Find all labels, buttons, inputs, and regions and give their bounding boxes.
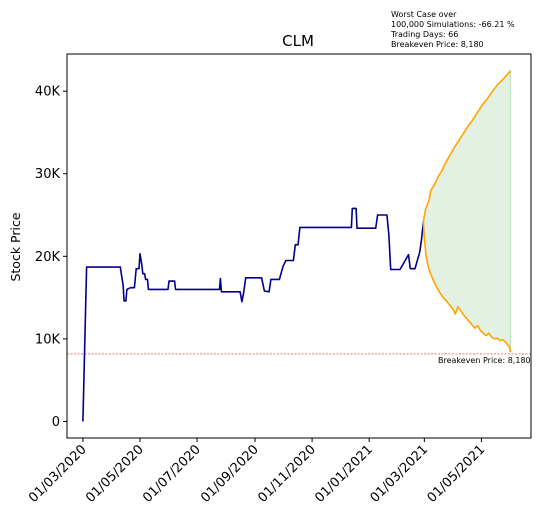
price-history-line (82, 207, 425, 422)
y-tick-label: 40K (35, 85, 61, 100)
plot-area (67, 70, 531, 422)
info-line: 100,000 Simulations: -66.21 % (391, 20, 515, 29)
y-tick-label: 10K (35, 332, 61, 347)
info-line: Breakeven Price: 8,180 (391, 40, 484, 49)
x-tick-label: 01/03/2021 (368, 442, 432, 506)
y-tick-label: 0 (52, 415, 60, 430)
info-line: Worst Case over (391, 10, 457, 19)
y-axis: 0 10K 20K 30K 40K (35, 85, 67, 430)
x-tick-label: 01/11/2020 (255, 442, 319, 506)
best-case-projection-line (422, 70, 512, 222)
y-tick-label: 30K (35, 167, 61, 182)
x-tick-label: 01/09/2020 (198, 442, 262, 506)
x-tick-label: 01/03/2020 (26, 442, 90, 506)
x-tick-label: 01/05/2021 (425, 442, 489, 506)
info-box: Worst Case over 100,000 Simulations: -66… (390, 10, 515, 49)
x-tick-label: 01/01/2021 (312, 442, 376, 506)
x-axis: 01/03/202001/05/202001/07/202001/09/2020… (26, 438, 488, 506)
breakeven-label: Breakeven Price: 8,180 (438, 356, 531, 365)
plot-frame (66, 53, 532, 439)
worst-case-projection-line (422, 221, 512, 353)
y-axis-label: Stock Price (8, 212, 23, 281)
info-line: Trading Days: 66 (390, 30, 458, 39)
simulation-range-band (422, 70, 511, 353)
y-tick-label: 20K (35, 250, 61, 265)
x-tick-label: 01/05/2020 (83, 442, 147, 506)
chart-title: CLM (282, 32, 314, 50)
x-tick-label: 01/07/2020 (140, 442, 204, 506)
